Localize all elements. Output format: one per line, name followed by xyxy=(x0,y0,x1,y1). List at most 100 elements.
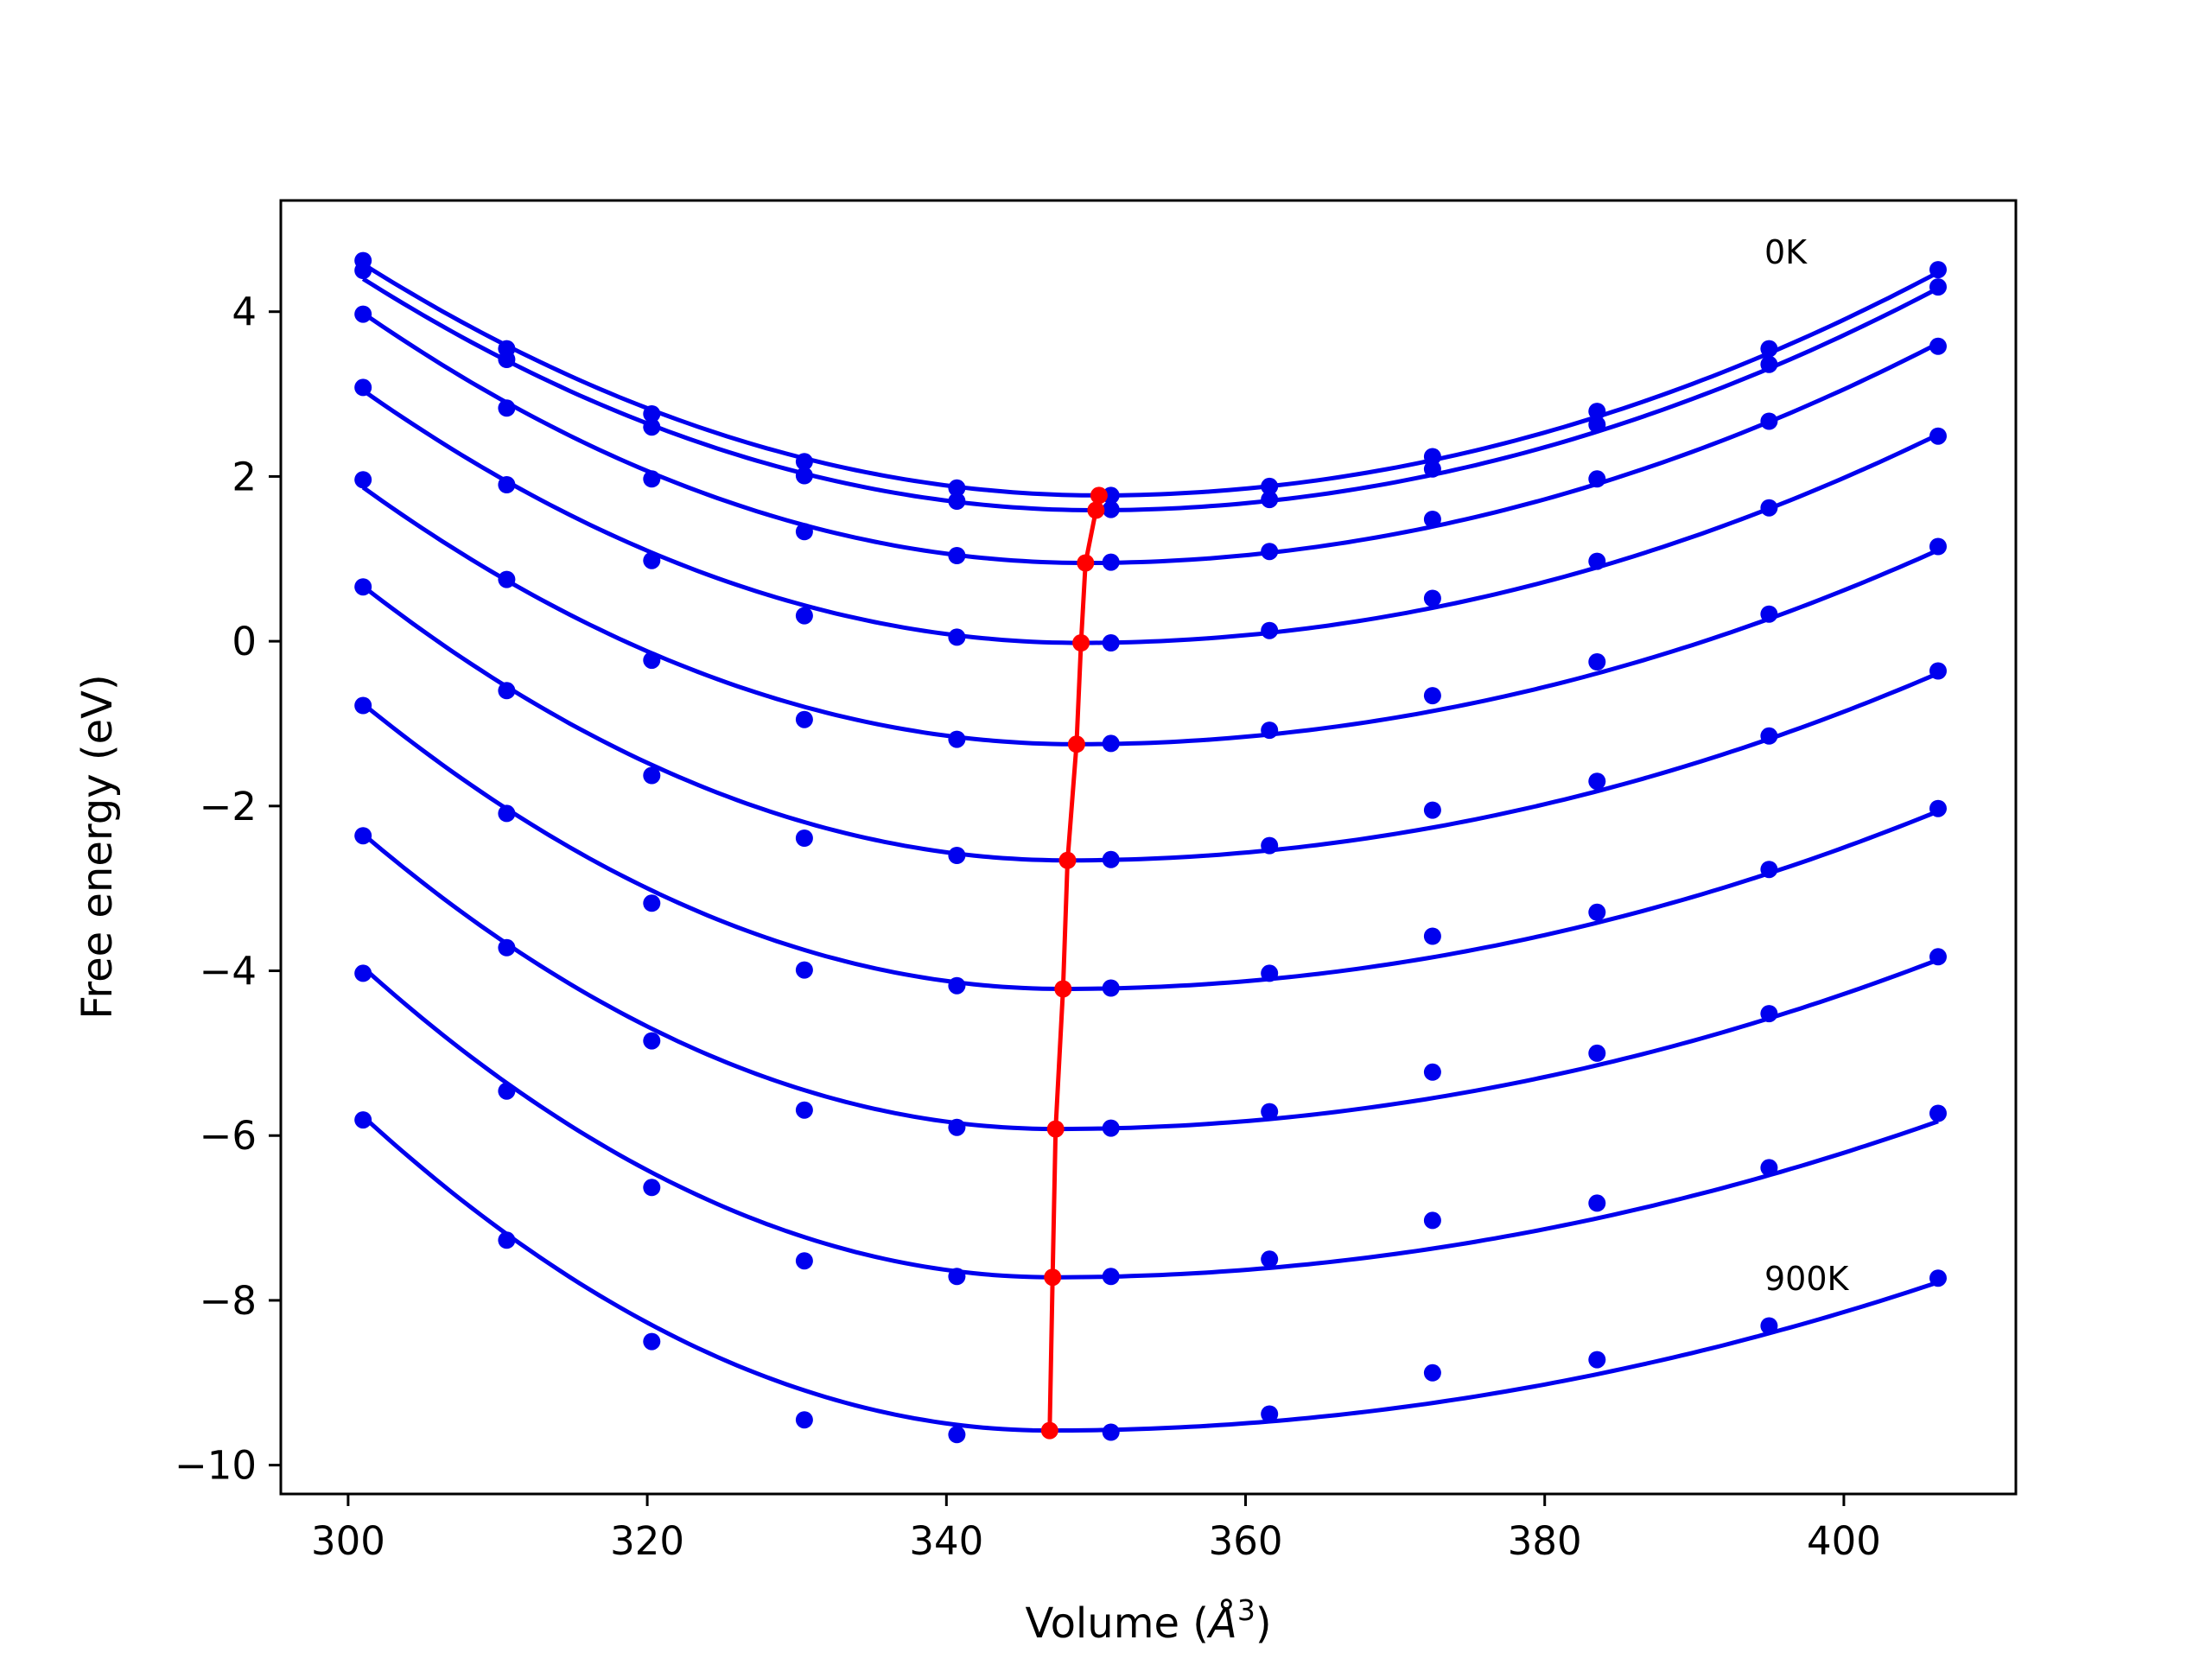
x-tick-label-400: 400 xyxy=(1807,1518,1881,1564)
data-point-7-8 xyxy=(1588,1044,1606,1062)
fit-curve-7 xyxy=(361,832,1939,1132)
data-point-2-3 xyxy=(795,523,813,541)
data-point-4-4 xyxy=(948,730,966,748)
data-point-0-4 xyxy=(948,479,966,497)
data-point-5-1 xyxy=(498,682,516,700)
equilibrium-point-5 xyxy=(1058,851,1077,869)
fit-curve-6 xyxy=(361,702,1939,991)
data-point-6-10 xyxy=(1929,799,1947,817)
data-point-6-6 xyxy=(1261,964,1279,982)
fit-curve-4 xyxy=(361,486,1940,747)
equilibrium-point-1 xyxy=(1087,501,1105,519)
data-point-5-0 xyxy=(354,578,372,596)
data-point-1-4 xyxy=(948,493,966,510)
data-point-5-7 xyxy=(1423,801,1441,819)
y-tick-label-0: 0 xyxy=(232,619,257,664)
data-point-9-8 xyxy=(1588,1351,1606,1369)
data-point-1-2 xyxy=(643,418,661,436)
data-point-7-5 xyxy=(1102,1119,1120,1137)
data-point-4-8 xyxy=(1588,653,1606,671)
data-point-5-6 xyxy=(1261,836,1279,855)
data-point-7-6 xyxy=(1261,1103,1279,1121)
fit-curve-1 xyxy=(361,276,1940,512)
data-point-3-7 xyxy=(1423,589,1441,607)
data-point-6-5 xyxy=(1102,979,1120,997)
data-point-0-8 xyxy=(1588,403,1606,421)
equilibrium-point-2 xyxy=(1077,554,1095,572)
data-point-2-9 xyxy=(1760,412,1778,430)
data-point-4-6 xyxy=(1261,721,1279,740)
axis-ticks: 300 320 340 360 380 400 −10 −8 −6 −4 −2 0 2 4 xyxy=(175,289,1881,1564)
data-point-7-10 xyxy=(1929,948,1947,966)
x-axis-label: Volume (Å3) xyxy=(1025,1593,1271,1648)
data-point-8-6 xyxy=(1261,1250,1279,1268)
data-point-9-3 xyxy=(795,1411,813,1429)
equilibrium-point-9 xyxy=(1040,1421,1058,1440)
data-point-5-2 xyxy=(643,766,661,785)
data-point-4-0 xyxy=(354,471,372,489)
data-point-0-7 xyxy=(1423,448,1441,466)
data-point-1-5 xyxy=(1102,500,1120,518)
data-point-6-9 xyxy=(1760,861,1778,879)
data-point-3-5 xyxy=(1102,634,1120,652)
data-point-8-10 xyxy=(1929,1104,1947,1122)
data-point-8-9 xyxy=(1760,1159,1778,1177)
data-point-6-2 xyxy=(643,894,661,912)
fit-curve-5 xyxy=(361,584,1939,863)
data-point-3-6 xyxy=(1261,621,1279,639)
data-point-7-0 xyxy=(354,827,372,845)
annotation-0k: 0K xyxy=(1764,233,1808,271)
data-point-6-4 xyxy=(948,976,966,995)
data-point-9-5 xyxy=(1102,1423,1120,1441)
data-point-6-0 xyxy=(354,696,372,715)
data-point-7-1 xyxy=(498,938,516,957)
x-tick-label-340: 340 xyxy=(909,1518,983,1564)
data-point-1-0 xyxy=(354,262,372,279)
data-point-3-8 xyxy=(1588,552,1606,570)
data-point-0-2 xyxy=(643,405,661,423)
data-point-2-8 xyxy=(1588,470,1606,488)
equilibrium-point-3 xyxy=(1072,634,1090,652)
y-tick-label--2: −2 xyxy=(200,784,257,830)
data-point-4-5 xyxy=(1102,734,1120,753)
fit-curve-9 xyxy=(361,1115,1939,1433)
data-point-1-10 xyxy=(1929,278,1947,296)
data-point-6-7 xyxy=(1423,927,1441,945)
data-point-9-1 xyxy=(498,1231,516,1249)
plot-content xyxy=(354,251,1947,1444)
data-point-4-2 xyxy=(643,652,661,670)
data-point-4-9 xyxy=(1760,605,1778,623)
data-point-2-0 xyxy=(354,305,372,323)
data-point-8-2 xyxy=(643,1179,661,1197)
data-point-8-0 xyxy=(354,964,372,982)
data-point-5-5 xyxy=(1102,850,1120,868)
y-tick-label--6: −6 xyxy=(200,1113,257,1159)
data-point-8-3 xyxy=(795,1252,813,1270)
data-point-8-1 xyxy=(498,1082,516,1100)
data-point-3-3 xyxy=(795,607,813,625)
data-point-9-0 xyxy=(354,1111,372,1129)
data-point-3-9 xyxy=(1760,499,1778,517)
data-point-7-4 xyxy=(948,1118,966,1136)
equilibrium-point-6 xyxy=(1054,980,1072,998)
x-axis-label-close: ) xyxy=(1255,1599,1272,1648)
data-point-0-6 xyxy=(1261,477,1279,495)
data-point-4-3 xyxy=(795,710,813,728)
data-point-9-6 xyxy=(1261,1405,1279,1423)
data-point-1-9 xyxy=(1760,355,1778,373)
axes-frame xyxy=(279,199,2018,1496)
data-point-3-2 xyxy=(643,551,661,569)
data-point-6-1 xyxy=(498,804,516,823)
equilibrium-point-0 xyxy=(1090,486,1108,505)
y-tick-label--10: −10 xyxy=(175,1443,257,1489)
x-axis-label-exponent: 3 xyxy=(1237,1593,1255,1627)
x-tick-label-360: 360 xyxy=(1209,1518,1283,1564)
data-point-2-7 xyxy=(1423,511,1441,528)
data-point-1-6 xyxy=(1261,491,1279,509)
y-axis-label: Free energy (eV) xyxy=(73,674,122,1019)
equilibrium-point-7 xyxy=(1046,1120,1065,1138)
x-axis-label-unit: Å xyxy=(1206,1599,1237,1648)
data-point-5-4 xyxy=(948,847,966,864)
